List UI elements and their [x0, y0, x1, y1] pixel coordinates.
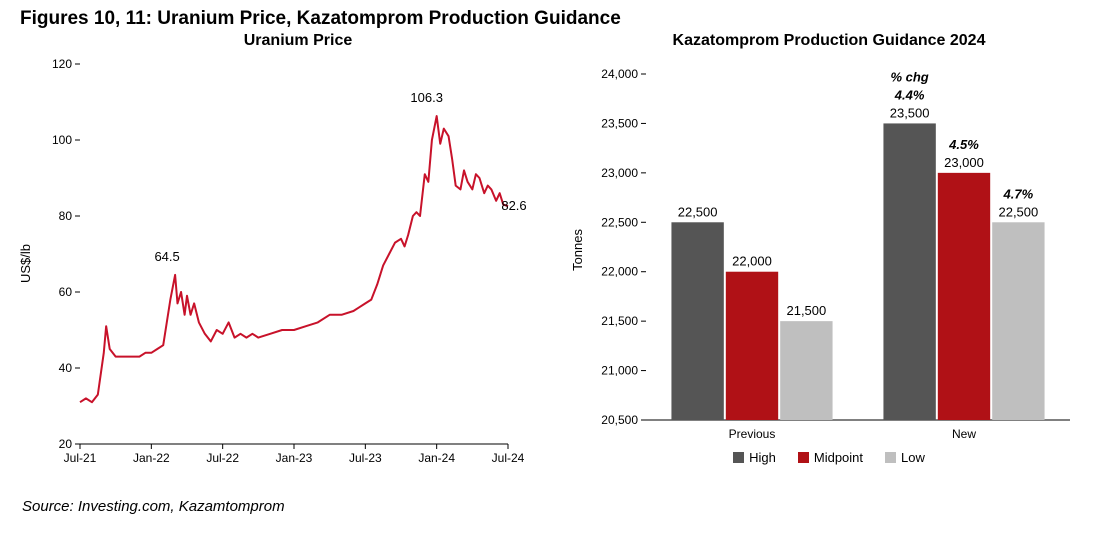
- svg-text:23,000: 23,000: [944, 155, 984, 170]
- svg-text:21,000: 21,000: [601, 364, 638, 378]
- legend-label: Low: [901, 450, 925, 465]
- svg-text:24,000: 24,000: [601, 67, 638, 81]
- svg-text:80: 80: [59, 209, 73, 223]
- svg-text:23,000: 23,000: [601, 166, 638, 180]
- legend-high: High: [733, 450, 776, 465]
- page-title: Figures 10, 11: Uranium Price, Kazatompr…: [20, 8, 1088, 30]
- svg-text:64.5: 64.5: [154, 249, 179, 264]
- svg-text:20,500: 20,500: [601, 413, 638, 427]
- svg-text:82.6: 82.6: [501, 198, 526, 213]
- svg-text:60: 60: [59, 285, 73, 299]
- svg-text:120: 120: [52, 57, 72, 71]
- legend-swatch-high: [733, 452, 744, 463]
- svg-text:106.3: 106.3: [410, 90, 443, 105]
- svg-text:22,000: 22,000: [601, 265, 638, 279]
- svg-text:22,000: 22,000: [732, 254, 772, 269]
- legend-swatch-midpoint: [798, 452, 809, 463]
- bar-chart-svg: 20,500 21,000 21,500 22,000 22,500 23,000 23,5…: [590, 54, 1080, 446]
- svg-text:4.7%: 4.7%: [1003, 186, 1034, 201]
- bar-chart-title: Kazatomprom Production Guidance 2024: [570, 32, 1088, 50]
- production-guidance-chart: Kazatomprom Production Guidance 2024 Ton…: [570, 32, 1088, 492]
- svg-text:40: 40: [59, 361, 73, 375]
- svg-text:4.4%: 4.4%: [894, 87, 925, 102]
- line-chart-svg: 20 40 60 80 100 120 Jul-21 Jan-22 Jul-22 Jan-23 Ju…: [38, 54, 538, 474]
- charts-row: Uranium Price US$/lb 20 40 60 80 100 120 Jul-2…: [18, 32, 1088, 492]
- svg-text:Jul-21: Jul-21: [64, 451, 97, 465]
- legend-midpoint: Midpoint: [798, 450, 863, 465]
- svg-text:Jul-22: Jul-22: [206, 451, 239, 465]
- legend-low: Low: [885, 450, 925, 465]
- svg-text:100: 100: [52, 133, 72, 147]
- svg-text:New: New: [952, 427, 976, 441]
- legend-label: High: [749, 450, 776, 465]
- svg-text:20: 20: [59, 437, 73, 451]
- svg-text:Jan-24: Jan-24: [418, 451, 455, 465]
- svg-text:Previous: Previous: [729, 427, 776, 441]
- svg-text:22,500: 22,500: [678, 204, 718, 219]
- uranium-price-chart: Uranium Price US$/lb 20 40 60 80 100 120 Jul-2…: [18, 32, 538, 492]
- svg-text:22,500: 22,500: [998, 204, 1038, 219]
- svg-text:21,500: 21,500: [601, 314, 638, 328]
- line-chart-title: Uranium Price: [58, 32, 538, 50]
- svg-text:21,500: 21,500: [786, 303, 826, 318]
- svg-text:% chg: % chg: [890, 69, 928, 84]
- svg-text:22,500: 22,500: [601, 215, 638, 229]
- bar-chart-ylabel: Tonnes: [570, 229, 590, 271]
- legend-swatch-low: [885, 452, 896, 463]
- source-text: Source: Investing.com, Kazamtomprom: [22, 498, 1088, 515]
- line-chart-ylabel: US$/lb: [18, 244, 38, 283]
- legend-label: Midpoint: [814, 450, 863, 465]
- svg-text:Jan-23: Jan-23: [276, 451, 313, 465]
- svg-text:Jul-23: Jul-23: [349, 451, 382, 465]
- svg-text:23,500: 23,500: [601, 116, 638, 130]
- svg-text:23,500: 23,500: [890, 105, 930, 120]
- bar-chart-legend: High Midpoint Low: [570, 450, 1088, 465]
- svg-text:4.5%: 4.5%: [948, 137, 979, 152]
- svg-text:Jul-24: Jul-24: [492, 451, 525, 465]
- svg-text:Jan-22: Jan-22: [133, 451, 170, 465]
